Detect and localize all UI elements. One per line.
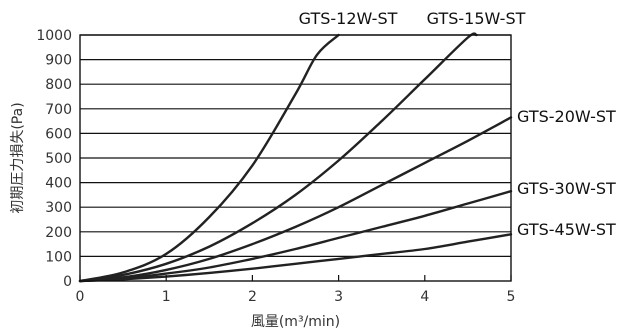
series-label-gts-12w-st: GTS-12W-ST	[299, 9, 398, 28]
series-line-gts-45w-st	[78, 233, 513, 283]
series-line-gts-20w-st	[78, 116, 513, 283]
y-tick-label: 900	[45, 53, 72, 69]
x-tick-label: 0	[76, 289, 85, 305]
x-axis-title: 風量(m³/min)	[251, 314, 340, 329]
y-axis-title: 初期圧力損失(Pa)	[9, 102, 26, 213]
x-tick-label: 2	[248, 289, 257, 305]
series-label-gts-20w-st: GTS-20W-ST	[517, 107, 616, 126]
series-layer	[78, 32, 513, 283]
series-line-gts-30w-st	[78, 190, 513, 283]
y-tick-label: 1000	[36, 28, 72, 44]
y-tick-label: 300	[45, 200, 72, 216]
y-tick-label: 200	[45, 225, 72, 241]
plot-frame	[79, 34, 512, 282]
axis-layer: 0 100 200 300 400 500 600 700 800 900 1000 0 1 2 3 4 5	[36, 28, 515, 305]
x-tick-label: 1	[162, 289, 171, 305]
x-tick-label: 4	[420, 289, 429, 305]
y-tick-label: 800	[45, 77, 72, 93]
series-label-gts-15w-st: GTS-15W-ST	[427, 9, 526, 28]
y-tick-label: 500	[45, 151, 72, 167]
series-label-gts-30w-st: GTS-30W-ST	[517, 179, 616, 198]
x-tick-label: 5	[507, 289, 516, 305]
y-tick-label: 700	[45, 102, 72, 118]
y-tick-label: 0	[63, 274, 72, 290]
grid-layer	[80, 34, 511, 257]
y-tick-label: 400	[45, 176, 72, 192]
label-layer: 風量(m³/min) 初期圧力損失(Pa) GTS-12W-ST GTS-15W-ST…	[9, 9, 616, 330]
x-tick-label: 3	[334, 289, 343, 305]
y-tick-label: 100	[45, 249, 72, 265]
y-tick-label: 600	[45, 126, 72, 142]
series-line-gts-15w-st	[78, 32, 478, 283]
series-label-gts-45w-st: GTS-45W-ST	[517, 220, 616, 239]
series-line-gts-12w-st	[78, 33, 340, 283]
